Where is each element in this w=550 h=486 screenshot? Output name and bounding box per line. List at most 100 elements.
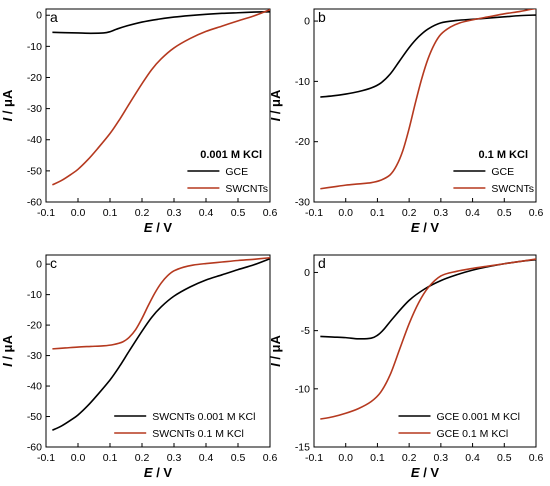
y-axis-label: I / μA xyxy=(268,334,283,366)
x-tick-label: 0.3 xyxy=(167,207,182,219)
x-tick-label: 0.4 xyxy=(199,452,214,464)
x-axis-label: E / V xyxy=(411,465,440,480)
y-tick-label: -20 xyxy=(27,320,42,332)
y-tick-label: -30 xyxy=(27,103,42,115)
panel-letter: b xyxy=(318,9,326,25)
legend: GCE 0.001 M KCl GCE 0.1 M KCl xyxy=(398,411,520,440)
x-tick-label: 0.3 xyxy=(434,452,449,464)
x-axis-unit: / V xyxy=(420,220,440,235)
y-tick-label: -30 xyxy=(295,197,310,209)
series-line-2 xyxy=(320,9,536,190)
x-tick-label: -0.1 xyxy=(305,207,323,219)
y-tick-label: 0 xyxy=(36,10,42,22)
y-tick-label: -30 xyxy=(27,350,42,362)
x-axis-symbol: E xyxy=(411,465,420,480)
x-tick-label: 0.1 xyxy=(103,207,118,219)
x-tick-label: 0.1 xyxy=(370,452,385,464)
y-tick-label: -60 xyxy=(27,442,42,454)
y-axis-unit: / μA xyxy=(0,89,15,118)
legend-label: GCE 0.1 M KCl xyxy=(437,428,509,440)
y-axis-unit: / μA xyxy=(0,334,15,363)
panel-letter: c xyxy=(50,255,57,271)
x-tick-label: 0.0 xyxy=(71,207,86,219)
series-line-2 xyxy=(320,258,536,420)
x-axis-symbol: E xyxy=(144,220,153,235)
x-tick-label: 0.0 xyxy=(338,207,353,219)
legend: 0.001 M KCl GCE SWCNTs xyxy=(187,149,268,195)
x-axis-unit: / V xyxy=(420,465,440,480)
y-tick-label: -10 xyxy=(27,289,42,301)
y-tick-label: -10 xyxy=(295,383,310,395)
chart-panel-d: d -0.1 0.0 0.1 0.2 0.3 0.4 0.5 0.6 0 -5 -10 -15 E / V… xyxy=(268,254,544,480)
x-tick-label: 0.6 xyxy=(263,452,278,464)
legend: SWCNTs 0.001 M KCl SWCNTs 0.1 M KCl xyxy=(114,411,255,440)
chart-panel-a: a -0.1 0.0 0.1 0.2 0.3 0.4 0.5 0.6 0 -10 -20 -30 -40 -… xyxy=(0,8,278,235)
legend: 0.1 M KCl GCE SWCNTs xyxy=(453,149,534,195)
y-axis-unit: / μA xyxy=(268,89,283,118)
x-tick-label: 0.3 xyxy=(434,207,449,219)
series-line-1 xyxy=(52,11,270,35)
x-tick-label: 0.4 xyxy=(465,207,480,219)
legend-title: 0.1 M KCl xyxy=(478,149,528,161)
y-tick-label: -40 xyxy=(27,381,42,393)
legend-label: GCE xyxy=(225,166,248,178)
x-tick-label: 0.2 xyxy=(135,452,150,464)
legend-label: SWCNTs 0.1 M KCl xyxy=(152,428,244,440)
x-tick-label: 0.1 xyxy=(370,207,385,219)
y-axis-symbol: I xyxy=(268,117,283,121)
plot-frame xyxy=(313,254,537,448)
x-tick-label: 0.4 xyxy=(199,207,214,219)
y-axis-symbol: I xyxy=(268,363,283,367)
x-axis-unit: / V xyxy=(153,220,173,235)
x-tick-label: 0.6 xyxy=(263,207,278,219)
y-tick-label: -50 xyxy=(27,165,42,177)
x-tick-label: 0.0 xyxy=(71,452,86,464)
y-tick-label: -5 xyxy=(301,325,310,337)
x-axis-label: E / V xyxy=(144,465,173,480)
x-tick-label: 0.6 xyxy=(529,207,544,219)
series-line-2 xyxy=(52,256,270,350)
y-tick-label: 0 xyxy=(304,267,310,279)
x-tick-label: -0.1 xyxy=(37,207,55,219)
x-tick-label: 0.0 xyxy=(338,452,353,464)
chart-panel-c: c -0.1 0.0 0.1 0.2 0.3 0.4 0.5 0.6 0 -10 -20 -30 -40 -… xyxy=(0,254,278,480)
y-tick-label: -20 xyxy=(295,136,310,148)
x-axis-symbol: E xyxy=(144,465,153,480)
legend-label: SWCNTs xyxy=(225,183,268,195)
y-tick-label: 0 xyxy=(36,259,42,271)
y-tick-label: -40 xyxy=(27,134,42,146)
panel-letter: a xyxy=(50,9,58,25)
legend-label: GCE xyxy=(491,166,514,178)
plot-frame xyxy=(45,8,271,203)
x-tick-label: 0.5 xyxy=(231,207,246,219)
plot-frame xyxy=(313,8,537,203)
x-tick-label: 0.2 xyxy=(402,207,417,219)
x-axis-label: E / V xyxy=(144,220,173,235)
x-tick-label: 0.4 xyxy=(465,452,480,464)
panel-letter: d xyxy=(318,255,326,271)
y-tick-label: -20 xyxy=(27,72,42,84)
legend-title: 0.001 M KCl xyxy=(200,149,262,161)
x-tick-label: 0.5 xyxy=(497,452,512,464)
series-line-1 xyxy=(320,14,536,98)
x-axis-unit: / V xyxy=(153,465,173,480)
y-tick-label: -60 xyxy=(27,197,42,209)
y-axis-label: I / μA xyxy=(0,89,15,121)
y-axis-symbol: I xyxy=(0,363,15,367)
y-axis-unit: / μA xyxy=(268,334,283,363)
x-tick-label: 0.5 xyxy=(497,207,512,219)
series-line-1 xyxy=(52,257,270,431)
legend-label: SWCNTs 0.001 M KCl xyxy=(152,411,255,423)
x-tick-label: -0.1 xyxy=(305,452,323,464)
y-axis-label: I / μA xyxy=(0,334,15,366)
x-tick-label: 0.1 xyxy=(103,452,118,464)
y-tick-label: 0 xyxy=(304,16,310,28)
series-line-2 xyxy=(52,9,270,186)
x-tick-label: 0.3 xyxy=(167,452,182,464)
x-axis-symbol: E xyxy=(411,220,420,235)
x-tick-label: 0.6 xyxy=(529,452,544,464)
y-tick-label: -10 xyxy=(295,76,310,88)
y-tick-label: -50 xyxy=(27,411,42,423)
chart-panel-b: b -0.1 0.0 0.1 0.2 0.3 0.4 0.5 0.6 0 -10 -20 -30 E / … xyxy=(268,8,543,235)
